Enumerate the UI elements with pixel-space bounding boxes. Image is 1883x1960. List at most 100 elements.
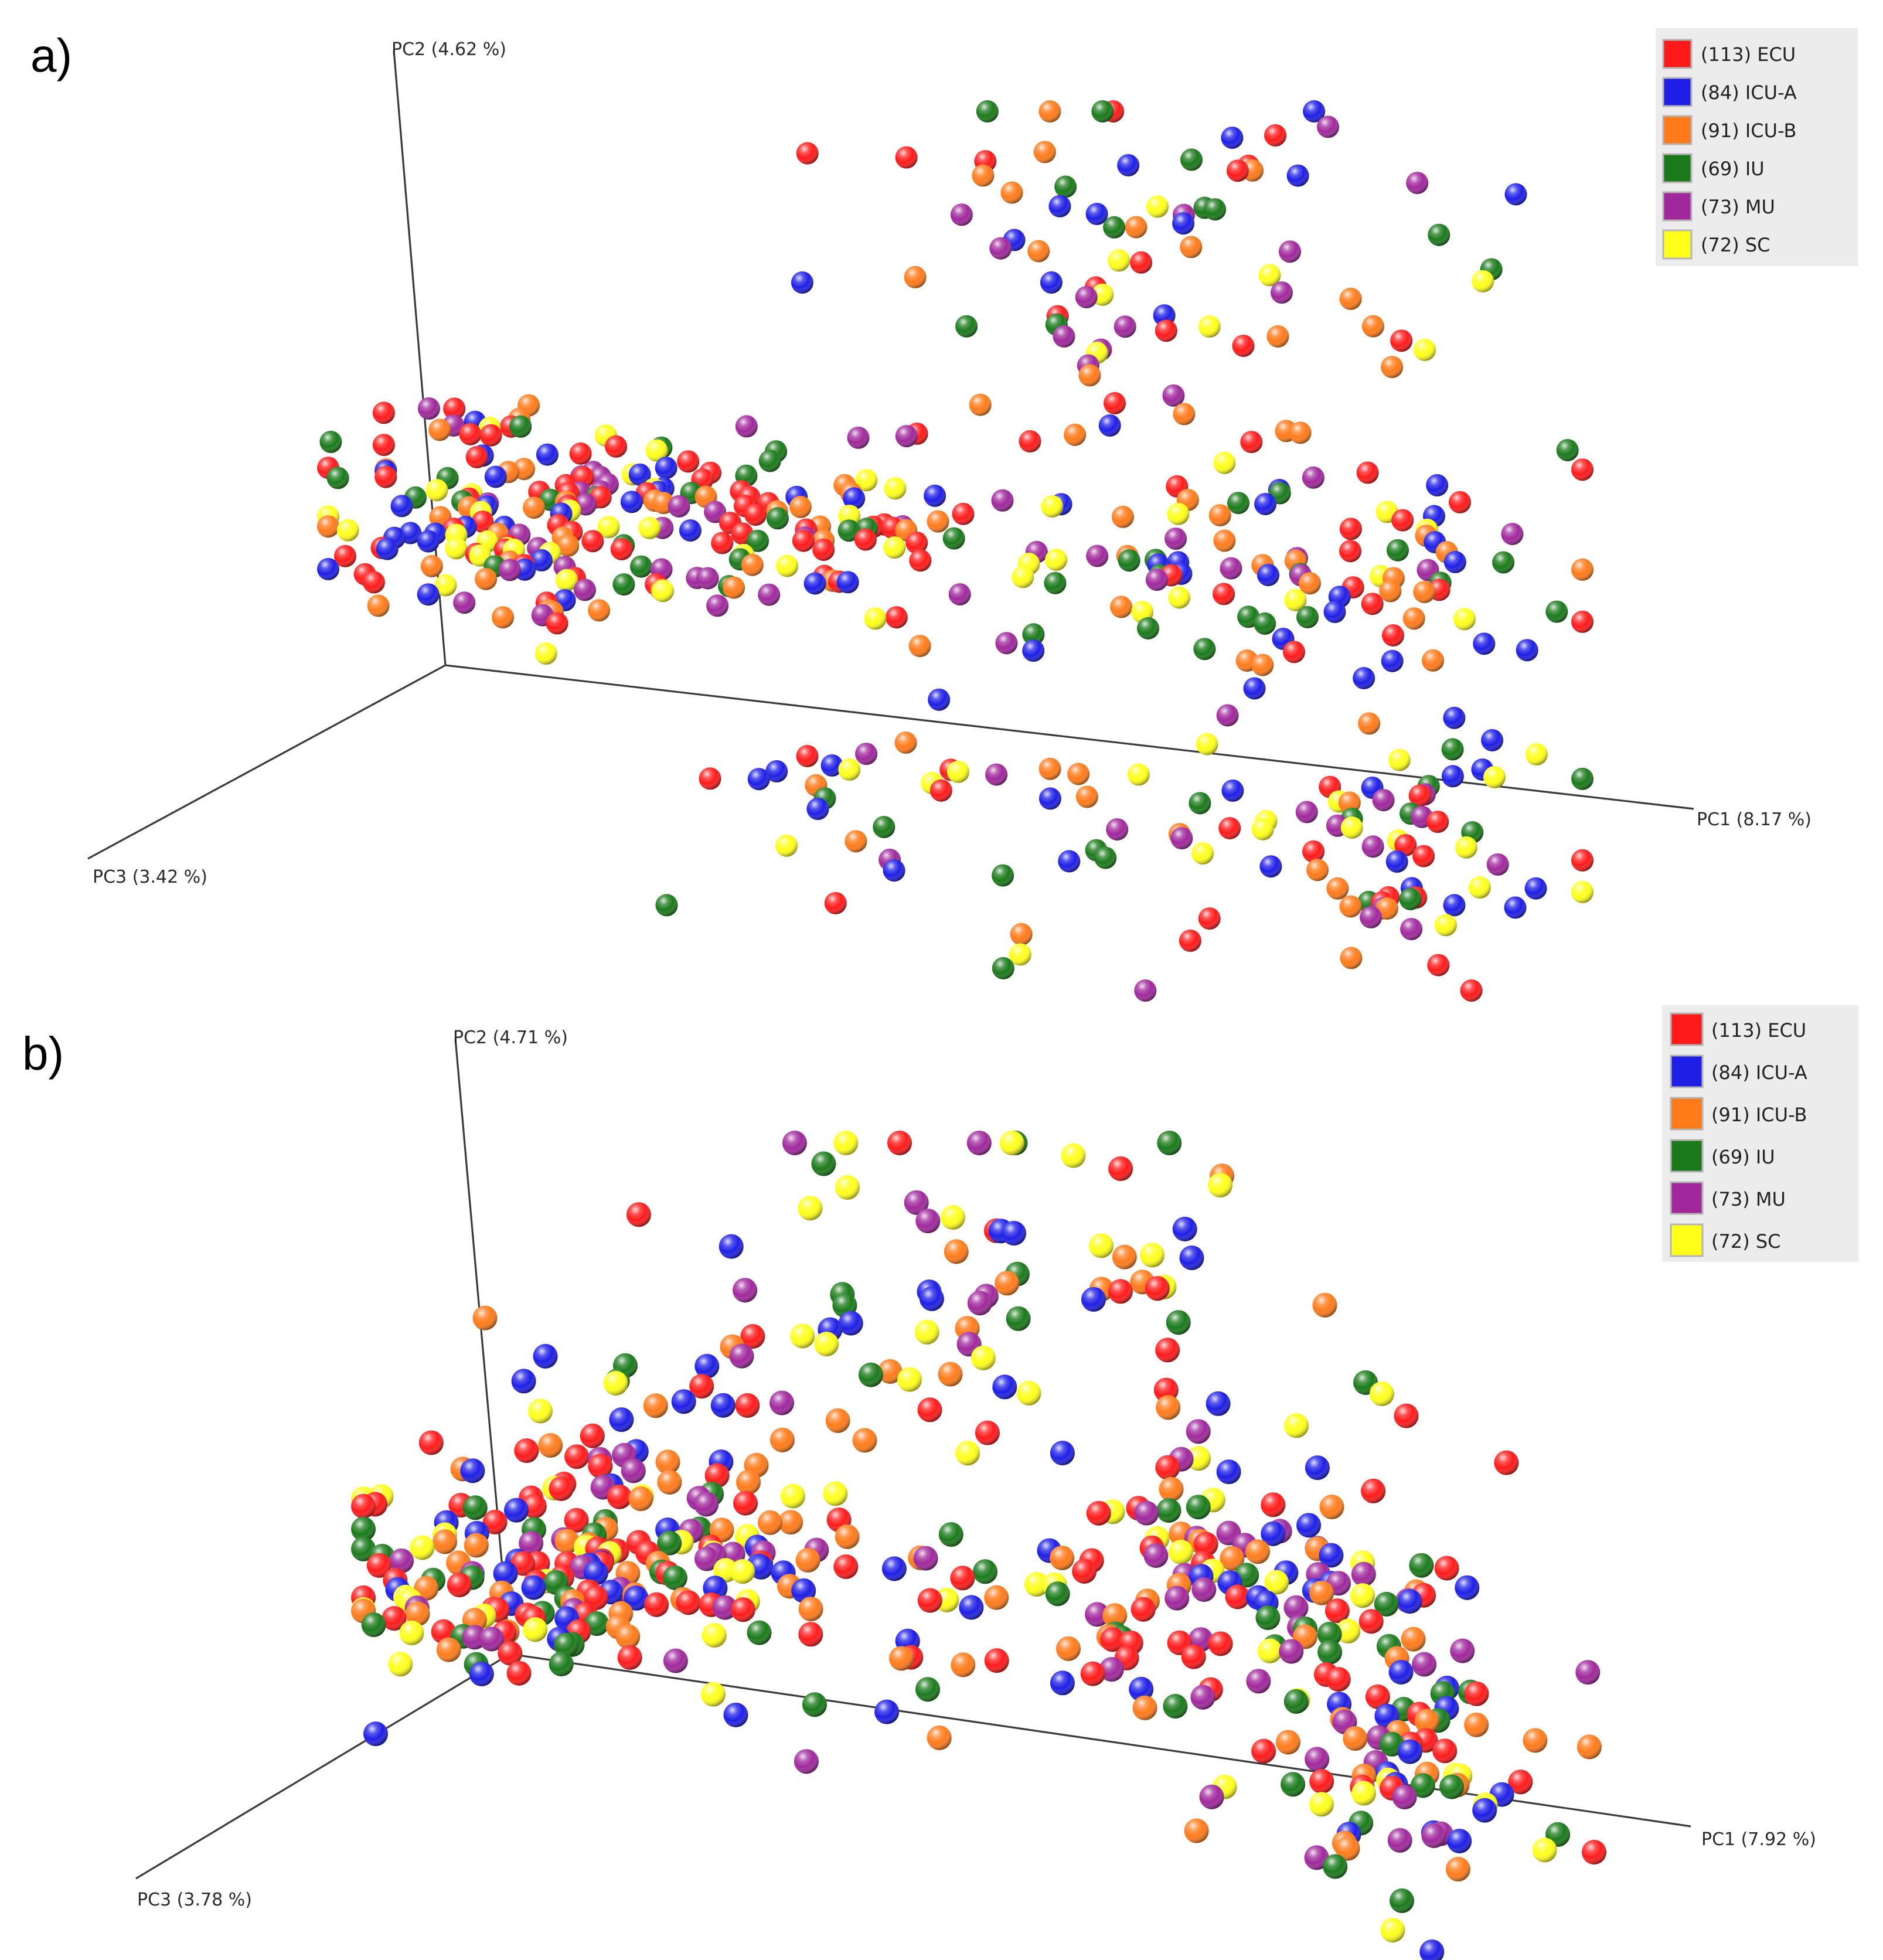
point-icu-b: [1309, 1580, 1334, 1605]
point-iu: [509, 415, 532, 438]
point-iu: [1157, 1131, 1182, 1155]
point-sc: [556, 569, 578, 591]
legend-label-sc: (72) SC: [1701, 234, 1770, 256]
point-icu-b: [1112, 1244, 1137, 1270]
point-ecu: [1460, 979, 1483, 1002]
point-sc: [1257, 1638, 1282, 1663]
point-icu-a: [484, 465, 507, 488]
point-ecu: [887, 1131, 912, 1155]
point-ecu: [1225, 1584, 1250, 1609]
point-icu-a: [376, 537, 399, 560]
point-iu: [662, 1565, 687, 1590]
point-ecu: [546, 612, 568, 635]
point-iu: [1094, 846, 1117, 869]
point-icu-b: [433, 1529, 458, 1554]
point-ecu: [580, 1423, 605, 1448]
point-ecu: [1309, 1769, 1334, 1794]
point-icu-a: [679, 519, 702, 542]
point-ecu: [984, 1648, 1009, 1673]
point-icu-a: [1022, 639, 1045, 662]
point-ecu: [1339, 518, 1362, 540]
point-mu: [1400, 918, 1423, 941]
point-icu-a: [1473, 632, 1496, 655]
point-icu-b: [420, 554, 443, 577]
point-icu-b: [1464, 1712, 1489, 1737]
point-ecu: [498, 1641, 523, 1666]
point-ecu: [1208, 1631, 1233, 1656]
point-iu: [1204, 198, 1227, 221]
point-mu: [1450, 1638, 1475, 1663]
point-icu-b: [628, 1486, 653, 1512]
point-mu: [1351, 1561, 1376, 1587]
point-ecu: [1261, 1492, 1286, 1517]
point-ecu: [588, 1454, 613, 1479]
panel-b-points: [351, 1131, 1606, 1960]
point-ecu: [465, 446, 488, 468]
panel-b-pc3-axis-label: PC3 (3.78 %): [137, 1890, 252, 1910]
point-icu-a: [1254, 493, 1277, 515]
point-mu: [950, 203, 973, 226]
point-sc: [652, 580, 674, 603]
point-ecu: [950, 1566, 975, 1591]
point-ecu: [885, 606, 908, 629]
point-ecu: [1508, 1770, 1533, 1795]
point-mu: [733, 1278, 758, 1303]
point-icu-a: [521, 1575, 546, 1600]
point-icu-b: [1266, 325, 1289, 348]
point-ecu: [677, 450, 700, 473]
point-icu-b: [1445, 1857, 1470, 1881]
point-sc: [1264, 1570, 1289, 1595]
point-icu-a: [583, 1560, 608, 1585]
point-icu-b: [969, 393, 992, 416]
point-ecu: [372, 434, 395, 457]
point-ecu: [447, 1573, 472, 1598]
point-ecu: [1361, 593, 1384, 615]
point-icu-a: [1117, 154, 1140, 176]
point-sc: [1045, 549, 1068, 571]
point-icu-a: [1050, 1441, 1075, 1465]
point-sc: [999, 1131, 1024, 1155]
point-iu: [747, 1620, 772, 1645]
point-icu-b: [1220, 1546, 1245, 1571]
point-ecu: [1434, 1556, 1459, 1581]
panel-b-label: b): [22, 1027, 64, 1080]
legend-swatch-ecu: [1670, 1012, 1704, 1046]
point-icu-a: [1221, 127, 1244, 149]
point-icu-b: [1414, 1709, 1439, 1734]
point-ecu: [711, 532, 734, 554]
point-icu-b: [1038, 100, 1061, 122]
point-icu-a: [1243, 677, 1266, 700]
point-icu-a: [1319, 1543, 1344, 1568]
point-icu-b: [538, 1433, 563, 1458]
point-icu-b: [1523, 1728, 1548, 1753]
point-ecu: [1356, 461, 1379, 484]
point-ecu: [676, 1590, 701, 1615]
point-icu-b: [995, 1271, 1020, 1296]
point-sc: [1024, 1572, 1049, 1597]
point-icu-b: [1159, 1476, 1184, 1502]
point-iu: [351, 1516, 376, 1542]
point-ecu: [1131, 1597, 1156, 1622]
point-icu-a: [530, 549, 553, 571]
point-icu-a: [1058, 850, 1081, 873]
point-ecu: [1072, 1559, 1097, 1584]
point-icu-a: [928, 688, 951, 711]
point-mu: [758, 583, 781, 606]
point-iu: [1409, 1553, 1434, 1578]
point-mu: [1406, 172, 1429, 195]
legend-label-icu-a: (84) ICU-A: [1701, 81, 1797, 104]
point-icu-a: [1455, 1575, 1480, 1600]
point-icu-b: [1064, 423, 1087, 446]
point-icu-b: [588, 599, 611, 622]
point-icu-b: [1576, 1734, 1602, 1760]
point-ecu: [1145, 1276, 1170, 1301]
point-ecu: [1155, 319, 1177, 342]
panel-a-pc2-axis-label: PC2 (4.62 %): [391, 39, 506, 60]
point-sc: [1127, 763, 1150, 786]
point-ecu: [581, 530, 604, 553]
point-iu: [1281, 1772, 1306, 1797]
point-mu: [1486, 853, 1509, 876]
point-icu-a: [1447, 1829, 1472, 1853]
point-icu-b: [944, 1239, 969, 1264]
point-mu: [1134, 979, 1157, 1002]
